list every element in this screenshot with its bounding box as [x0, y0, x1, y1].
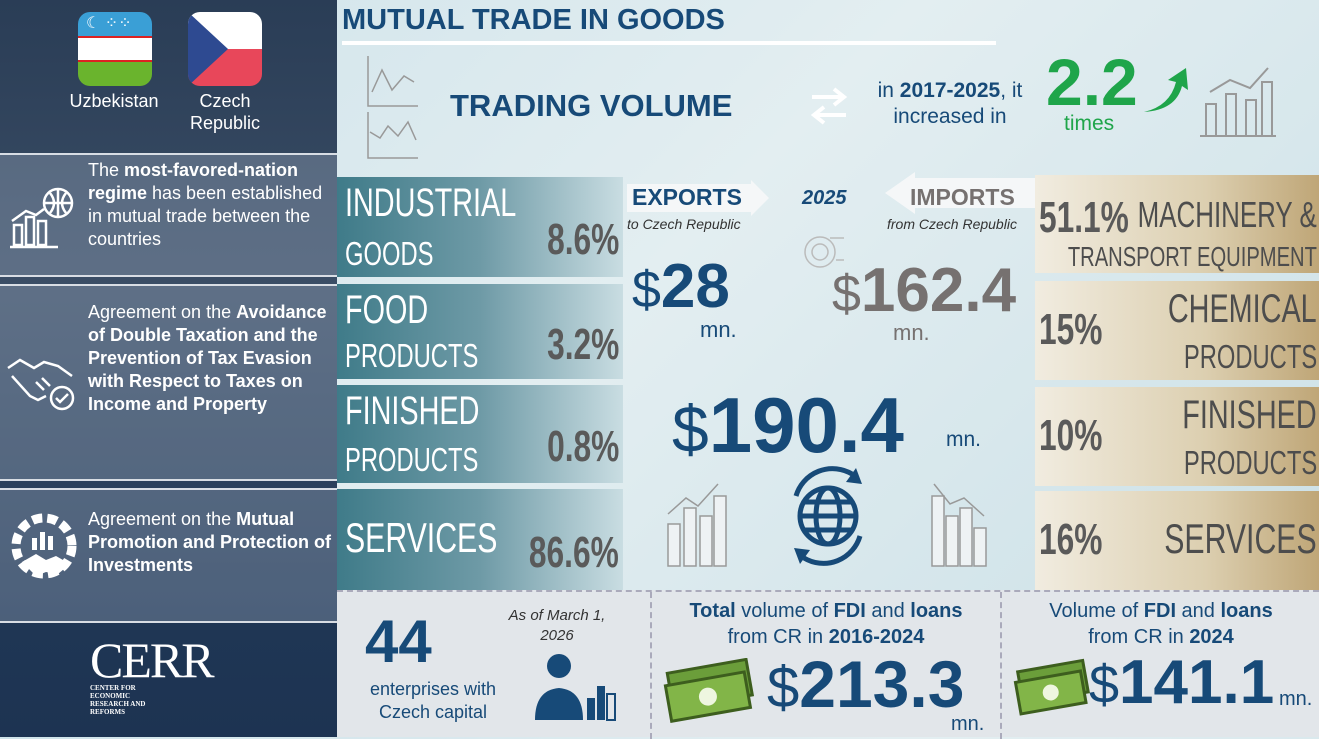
logo-name: CERR [90, 632, 215, 688]
growth-factor: 2.2 [1046, 45, 1138, 119]
line-chart-icon [367, 56, 418, 159]
pie-chart-icon [804, 236, 844, 268]
agreement-mfn-text: The most-favored-nation regime has been … [88, 160, 323, 249]
imports-sub: from Czech Republic [887, 216, 1017, 232]
category-percent: 10% [1039, 410, 1103, 460]
exports-arrow-shape [627, 180, 769, 216]
growth-bars-icon [667, 483, 727, 567]
decline-bars-icon [931, 483, 987, 567]
czech-label-line1: Czech [199, 91, 251, 111]
globe-chart-icon [10, 187, 74, 249]
category-percent: 86.6% [529, 527, 619, 577]
logo-subtitle: CENTER FOR ECONOMIC RESEARCH AND REFORMS [90, 684, 146, 716]
year-label: 2025 [802, 187, 847, 209]
handshake-check-icon [7, 358, 75, 411]
category-percent: 0.8% [546, 422, 619, 471]
trading-volume-text: in 2017-2025, it increased in [877, 79, 1023, 128]
total-unit: mn. [946, 428, 982, 451]
category-name-line1: MACHINERY & [1137, 194, 1317, 235]
money-icon [663, 658, 755, 724]
agreement-investments-text: Agreement on the Mutual Promotion and Pr… [88, 509, 331, 575]
exports-sub: to Czech Republic [627, 216, 741, 232]
page-title: MUTUAL TRADE IN GOODS [342, 4, 725, 36]
category-name: SERVICES [1164, 514, 1317, 562]
fdi-2024-heading: Volume of FDI and loans from CR in 2024 [1049, 600, 1273, 648]
category-name-line2: PRODUCTS [345, 337, 479, 374]
import-category-0: 51.1% MACHINERY & TRANSPORT EQUIPMENT [1035, 175, 1319, 273]
fdi-total-heading: Total volume of FDI and loans from CR in… [689, 600, 963, 648]
category-name-line2: PRODUCTS [1183, 338, 1317, 375]
agreement-investments: Agreement on the Mutual Promotion and Pr… [0, 488, 337, 623]
category-name: SERVICES [345, 513, 498, 561]
czech-flag [188, 12, 262, 86]
growth-unit: times [1064, 112, 1115, 135]
agreement-mfn: The most-favored-nation regime has been … [0, 153, 337, 277]
category-percent: 3.2% [546, 319, 619, 369]
globe-exchange-icon [793, 466, 863, 566]
money-icon [1013, 658, 1090, 716]
category-percent: 16% [1039, 514, 1103, 564]
separator [1000, 592, 1002, 739]
fdi-total-unit: mn. [951, 713, 985, 735]
czech-label-line2: Republic [189, 113, 261, 133]
separator [650, 592, 652, 739]
exchange-arrows-icon [810, 87, 848, 125]
enterprise-label: enterprises with Czech capital [369, 679, 497, 722]
bar-chart-icon [1200, 67, 1276, 137]
czech-label: Czech Republic [170, 90, 280, 134]
agreement-double-taxation-text: Agreement on the Avoidance of Double Tax… [88, 302, 327, 414]
imports-arrow-shape [885, 172, 1035, 214]
category-name-line2: TRANSPORT EQUIPMENT [1067, 241, 1317, 272]
category-percent: 51.1% [1039, 193, 1129, 242]
uzbekistan-label: Uzbekistan [69, 91, 159, 111]
trading-volume-label: TRADING VOLUME [450, 88, 733, 123]
uzbekistan-flag: ☾ ⁘⁘ [78, 12, 152, 86]
agreement-double-taxation: Agreement on the Avoidance of Double Tax… [0, 284, 337, 481]
exports-label: EXPORTS [632, 184, 742, 210]
export-category-0: INDUSTRIAL GOODS 8.6% [337, 177, 623, 277]
fdi-2024-unit: mn. [1279, 688, 1313, 710]
fdi-total-value: $213.3 [767, 647, 965, 721]
imports-label: IMPORTS [910, 184, 1015, 210]
category-name-line1: INDUSTRIAL [345, 181, 517, 225]
category-percent: 15% [1039, 304, 1103, 354]
bottom-panel: 44 enterprises with Czech capital As of M… [337, 590, 1319, 739]
import-category-3: 16% SERVICES [1035, 491, 1319, 590]
cerr-logo: CERR CENTER FOR ECONOMIC RESEARCH AND RE… [90, 632, 215, 716]
import-category-1: 15% CHEMICAL PRODUCTS [1035, 281, 1319, 380]
category-name-line1: FINISHED [1182, 393, 1317, 437]
fdi-2024-value: $141.1 [1089, 648, 1275, 717]
export-category-3: SERVICES 86.6% [337, 489, 623, 590]
import-category-2: 10% FINISHED PRODUCTS [1035, 387, 1319, 486]
category-name-line1: CHEMICAL [1168, 287, 1317, 331]
exports-value: $28 [632, 252, 730, 321]
category-name-line1: FINISHED [345, 389, 480, 433]
imports-value: $162.4 [832, 256, 1017, 325]
export-category-2: FINISHED PRODUCTS 0.8% [337, 385, 623, 483]
category-name-line1: FOOD [345, 288, 429, 332]
category-name-line2: GOODS [345, 235, 434, 272]
gear-handshake-icon [11, 513, 77, 579]
enterprise-count: 44 [365, 608, 432, 675]
imports-unit: mn. [893, 320, 930, 345]
as-of-date: As of March 1, 2026 [508, 607, 606, 644]
exports-unit: mn. [700, 317, 737, 342]
title-underline [342, 41, 996, 45]
category-name-line2: PRODUCTS [1183, 444, 1317, 481]
left-panel: ☾ ⁘⁘ Uzbekistan Czech Republic The most-f… [0, 0, 337, 737]
export-category-1: FOOD PRODUCTS 3.2% [337, 284, 623, 379]
businessman-chart-icon [535, 654, 616, 721]
category-name-line2: PRODUCTS [345, 441, 479, 478]
total-value: $190.4 [672, 381, 904, 469]
up-arrow-icon [1144, 68, 1188, 112]
category-percent: 8.6% [546, 215, 619, 264]
